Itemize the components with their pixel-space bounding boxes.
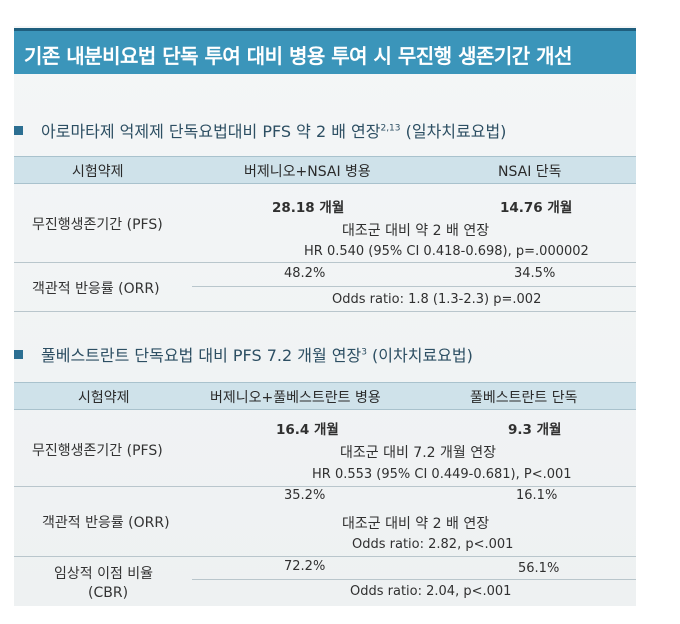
s2-cbr-label-line1: 임상적 이점 비율 <box>54 566 154 582</box>
page-title: 기존 내분비요법 단독 투여 대비 병용 투여 시 무진행 생존기간 개선 <box>24 44 572 68</box>
section1-header-row: 시험약제 버제니오+NSAI 병용 NSAI 단독 <box>14 156 636 184</box>
s2-pfs-label: 무진행생존기간 (PFS) <box>32 443 163 459</box>
s2-pfs-stat: HR 0.553 (95% CI 0.449-0.681), P<.001 <box>312 467 572 482</box>
s2-cbr-stat: Odds ratio: 2.04, p<.001 <box>350 584 512 599</box>
column-header-mono: 풀베스트란트 단독 <box>470 390 578 406</box>
s2-pfs-note: 대조군 대비 7.2 개월 연장 <box>340 445 496 461</box>
row-divider <box>192 579 636 580</box>
section1-heading: 아로마타제 억제제 단독요법대비 PFS 약 2 배 연장2,13 (일차치료요… <box>14 118 506 142</box>
column-header-drug: 시험약제 <box>78 390 130 406</box>
title-bar: 기존 내분비요법 단독 투여 대비 병용 투여 시 무진행 생존기간 개선 <box>14 28 636 74</box>
row-divider <box>192 286 636 287</box>
column-header-mono: NSAI 단독 <box>498 164 562 180</box>
section2-heading: 풀베스트란트 단독요법 대비 PFS 7.2 개월 연장3 (이차치료요법) <box>14 342 473 366</box>
row-divider <box>14 311 636 312</box>
s2-pfs-combo: 16.4 개월 <box>276 422 339 438</box>
slide: 기존 내분비요법 단독 투여 대비 병용 투여 시 무진행 생존기간 개선 아로… <box>14 26 636 606</box>
s1-orr-label: 객관적 반응률 (ORR) <box>32 281 160 297</box>
s2-orr-mono: 16.1% <box>516 488 558 503</box>
row-divider <box>14 486 636 487</box>
s1-orr-combo: 48.2% <box>284 266 326 281</box>
s2-orr-label: 객관적 반응률 (ORR) <box>42 515 170 531</box>
s1-orr-stat: Odds ratio: 1.8 (1.3-2.3) p=.002 <box>332 292 542 307</box>
s1-pfs-label: 무진행생존기간 (PFS) <box>32 217 163 233</box>
column-header-combo: 버제니오+NSAI 병용 <box>244 164 371 180</box>
s2-pfs-mono: 9.3 개월 <box>508 422 562 438</box>
s2-cbr-label-line2: (CBR) <box>88 585 129 601</box>
s1-pfs-combo: 28.18 개월 <box>272 200 345 216</box>
s1-pfs-note: 대조군 대비 약 2 배 연장 <box>342 223 490 239</box>
s1-pfs-mono: 14.76 개월 <box>500 200 573 216</box>
s2-cbr-mono: 56.1% <box>518 561 560 576</box>
square-bullet-icon <box>14 126 23 135</box>
column-header-combo: 버제니오+풀베스트란트 병용 <box>210 390 381 406</box>
s1-orr-mono: 34.5% <box>514 266 556 281</box>
s1-pfs-stat: HR 0.540 (95% CI 0.418-0.698), p=.000002 <box>304 244 589 259</box>
square-bullet-icon <box>14 350 23 359</box>
row-divider <box>14 262 636 263</box>
section2-header-row: 시험약제 버제니오+풀베스트란트 병용 풀베스트란트 단독 <box>14 382 636 410</box>
row-divider <box>14 556 636 557</box>
s2-orr-note: 대조군 대비 약 2 배 연장 <box>342 516 490 532</box>
column-header-drug: 시험약제 <box>72 164 124 180</box>
s2-orr-combo: 35.2% <box>284 488 326 503</box>
s2-cbr-combo: 72.2% <box>284 559 326 574</box>
s2-orr-stat: Odds ratio: 2.82, p<.001 <box>352 537 514 552</box>
